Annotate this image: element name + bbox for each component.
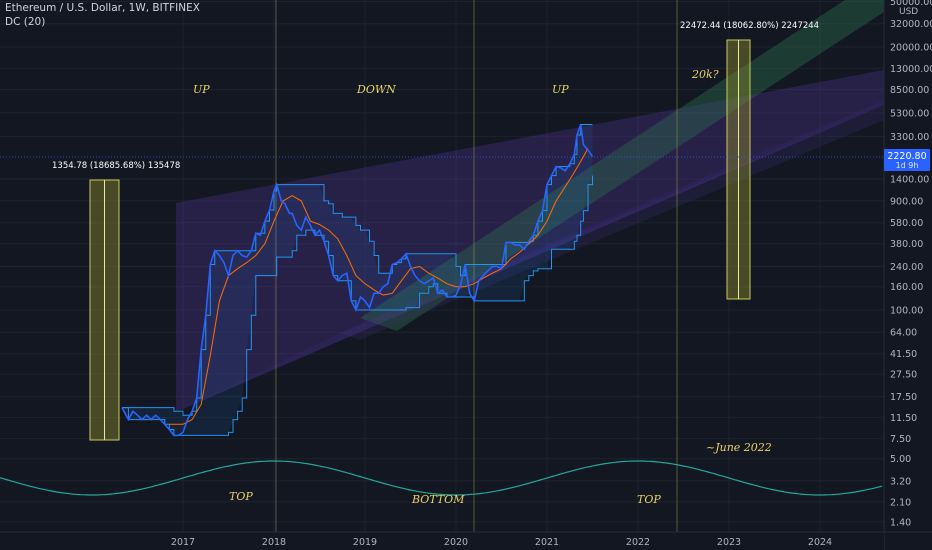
price-tick-label: 8500.00 — [890, 85, 929, 96]
label-june-2022: ~June 2022 — [706, 441, 772, 454]
price-tick-label: 3300.00 — [890, 132, 929, 143]
price-tick-label: 27.50 — [890, 370, 917, 381]
donchian-fill — [122, 124, 593, 436]
label-bottom: BOTTOM — [411, 493, 465, 506]
price-tick-label: 41.50 — [890, 349, 917, 360]
price-tick-label: 2.10 — [890, 497, 911, 508]
price-tick-label: 64.00 — [890, 328, 917, 339]
currency-label: USD — [899, 7, 919, 17]
label-up-2: UP — [552, 83, 569, 96]
price-tick-label: 1400.00 — [890, 175, 929, 186]
price-tick-label: 7.50 — [890, 434, 911, 445]
cycle-sine-wave — [0, 460, 883, 496]
price-axis[interactable] — [884, 0, 932, 532]
measure-label-1: 1354.78 (18685.68%) 135478 — [52, 161, 180, 171]
lower-wedge-zone — [340, 105, 884, 340]
price-tick-label: 5300.00 — [890, 108, 929, 119]
time-axis[interactable] — [0, 532, 884, 550]
time-tick-label: 2021 — [535, 537, 559, 548]
price-tick-label: 11.50 — [890, 413, 917, 424]
donchian-basis-line — [169, 148, 589, 425]
donchian-lower-band — [122, 175, 593, 436]
price-tick-label: 50000.00 — [890, 0, 932, 8]
bull-channel-zone — [360, 0, 884, 331]
price-tick-label: 100.00 — [890, 306, 923, 317]
time-tick-label: 2017 — [171, 537, 195, 548]
price-tick-label: 580.00 — [890, 218, 923, 229]
chart-grid — [0, 0, 884, 532]
time-tick-label: 2024 — [808, 537, 832, 548]
label-target: 20k? — [691, 68, 719, 81]
label-down: DOWN — [356, 83, 396, 96]
time-tick-label: 2020 — [444, 537, 468, 548]
price-tick-label: 32000.00 — [890, 19, 932, 30]
price-tick-label: 20000.00 — [890, 43, 932, 54]
indicator-legend[interactable]: DC (20) — [5, 16, 46, 28]
last-price-badge — [884, 149, 930, 171]
price-tick-label: 240.00 — [890, 262, 923, 273]
label-top-1: TOP — [229, 490, 253, 503]
price-tick-label: 900.00 — [890, 196, 923, 207]
time-axis-ticks: 2017 2018 2019 2020 2021 2022 2023 2024 — [171, 537, 832, 548]
last-price-countdown: 1d 9h — [896, 161, 919, 170]
price-tick-label: 17.50 — [890, 392, 917, 403]
price-series-line — [121, 124, 594, 437]
symbol-title[interactable]: Ethereum / U.S. Dollar, 1W, BITFINEX — [5, 2, 200, 14]
price-tick-label: 5.00 — [890, 454, 911, 465]
support-wedge-zone — [176, 100, 884, 412]
price-tick-label: 380.00 — [890, 239, 923, 250]
price-tick-label: 13000.00 — [890, 64, 932, 75]
label-up-1: UP — [193, 83, 210, 96]
price-axis-ticks: 50000.00 32000.00 20000.00 13000.00 8500.00 5… — [890, 0, 932, 528]
measure-label-2: 22472.44 (18062.80%) 2247244 — [680, 21, 819, 31]
price-tick-label: 1.40 — [890, 517, 911, 528]
time-tick-label: 2018 — [262, 537, 286, 548]
time-tick-label: 2022 — [626, 537, 650, 548]
time-tick-label: 2023 — [717, 537, 741, 548]
time-tick-label: 2019 — [353, 537, 377, 548]
last-price-value: 2220.80 — [887, 151, 926, 162]
price-tick-label: 3.20 — [890, 476, 911, 487]
price-tick-label: 160.00 — [890, 282, 923, 293]
label-top-2: TOP — [637, 493, 661, 506]
